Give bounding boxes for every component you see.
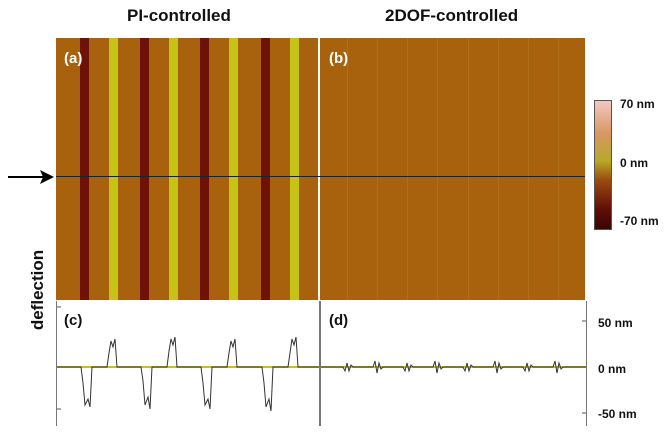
image-panel-a [56,38,318,300]
image-panel-b [320,38,585,300]
panel-label-a: (a) [64,50,83,67]
colorbar [594,100,612,230]
profile-plot-d [321,320,586,414]
panel-label-c: (c) [64,312,83,329]
profile-axis-bottom-label: -50 nm [598,407,637,421]
faint-line [377,38,378,300]
profile-trace-c [57,336,319,412]
faint-line [347,38,348,300]
title-2dof-controlled: 2DOF-controlled [385,6,519,25]
dark-stripe [200,38,209,300]
scan-line [56,176,585,177]
profile-panel-c [56,301,320,426]
deflection-label: deflection [28,249,47,331]
panel-label-d: (d) [329,312,349,329]
faint-line [468,38,469,300]
colorbar-mid-label: 0 nm [620,156,649,170]
profile-axis-mid-label: 0 nm [598,362,627,376]
light-stripe [109,38,118,300]
profile-panel-d [320,301,587,426]
colorbar-max-label: 70 nm [620,97,655,111]
faint-line [498,38,499,300]
faint-line [528,38,529,300]
colorbar-min-label: -70 nm [620,214,659,228]
light-stripe [229,38,238,300]
profile-plot-c [57,306,319,412]
dark-stripe [80,38,89,300]
faint-line [558,38,559,300]
faint-line [407,38,408,300]
light-stripe [290,38,299,300]
panel-label-b: (b) [329,50,349,67]
arrow-icon [8,170,54,184]
dark-stripe [261,38,270,300]
profile-axis-top-label: 50 nm [598,316,633,330]
profile-trace-d [321,360,586,374]
title-pi-controlled: PI-controlled [127,6,231,25]
dark-stripe [140,38,149,300]
light-stripe [169,38,178,300]
faint-line [437,38,438,300]
